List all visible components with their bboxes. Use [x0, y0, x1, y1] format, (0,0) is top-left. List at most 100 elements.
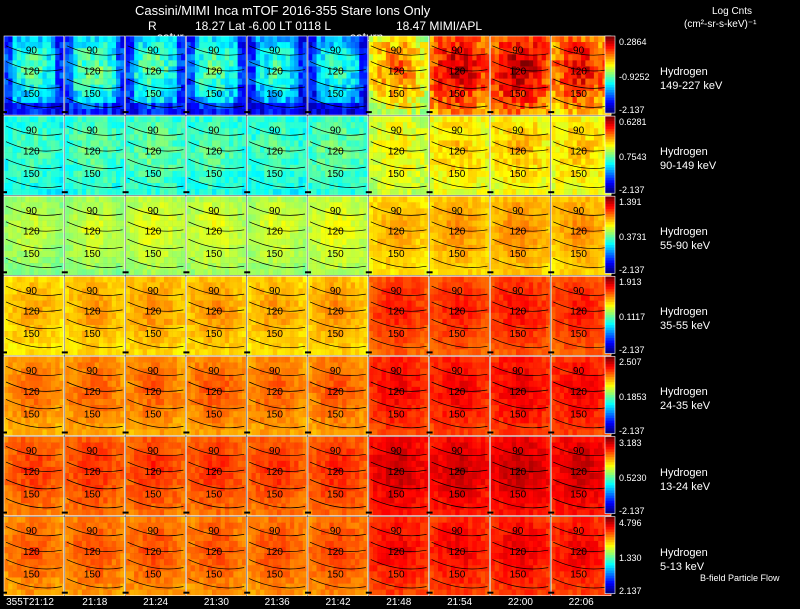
image-pixel [164, 152, 169, 159]
image-pixel [94, 66, 100, 73]
image-pixel [402, 109, 408, 116]
image-pixel [342, 214, 347, 221]
image-panel-frame [64, 115, 125, 196]
image-pixel [520, 140, 525, 147]
image-pixel [541, 96, 547, 104]
image-pixel [116, 202, 121, 209]
image-pixel [212, 232, 217, 240]
image-pixel [316, 90, 322, 98]
image-pixel [359, 36, 364, 43]
image-pixel [237, 196, 243, 203]
image-pixel [308, 176, 313, 184]
image-pixel [545, 158, 551, 166]
image-pixel [21, 90, 26, 98]
image-pixel [407, 54, 412, 61]
image-pixel [216, 196, 221, 203]
image-pixel [350, 134, 356, 141]
plot-header: Cassini/MIMI Inca mTOF 2016-355 Stare Io… [0, 0, 800, 44]
image-pixel [199, 250, 204, 258]
image-pixel [42, 54, 48, 61]
image-pixel [329, 78, 334, 85]
image-pixel [468, 72, 473, 79]
image-pixel [537, 90, 542, 98]
image-pixel [159, 250, 165, 258]
image-pixel [415, 134, 421, 141]
image-pixel [480, 183, 486, 190]
contour-label: 120 [449, 66, 466, 77]
image-pixel [312, 72, 317, 79]
image-pixel [38, 208, 43, 215]
image-pixel [172, 158, 178, 166]
image-pixel [190, 196, 196, 203]
image-pixel [555, 109, 561, 116]
image-pixel [277, 208, 282, 215]
image-pixel [564, 146, 569, 153]
image-pixel [129, 244, 135, 252]
image-pixel [308, 78, 313, 85]
image-pixel [480, 158, 486, 166]
contour-line [188, 97, 245, 108]
image-pixel [298, 134, 304, 141]
image-pixel [181, 146, 186, 153]
image-pixel [350, 78, 356, 85]
image-pixel [555, 146, 561, 153]
image-pixel [125, 164, 131, 172]
image-pixel [16, 164, 22, 172]
contour-label: 90 [391, 126, 403, 137]
image-pixel [520, 183, 525, 190]
image-pixel [120, 232, 125, 240]
image-pixel [455, 60, 460, 67]
image-pixel [86, 90, 91, 98]
image-pixel [424, 158, 429, 166]
image-pixel [159, 220, 165, 227]
image-pixel [251, 54, 257, 61]
image-pixel [485, 116, 490, 123]
image-pixel [172, 54, 178, 61]
image-pixel [325, 183, 330, 190]
image-pixel [216, 158, 221, 166]
image-pixel [33, 96, 39, 104]
image-pixel [224, 257, 230, 264]
image-pixel [77, 60, 83, 67]
image-pixel [190, 84, 196, 92]
image-pixel [224, 196, 230, 203]
image-pixel [289, 116, 295, 123]
contour-label: 120 [327, 66, 344, 77]
image-pixel [585, 96, 590, 104]
image-pixel [520, 152, 525, 159]
image-pixel [247, 232, 252, 240]
image-pixel [363, 122, 369, 129]
image-pixel [429, 78, 435, 85]
image-pixel [537, 128, 542, 135]
image-pixel [498, 128, 504, 135]
image-pixel [533, 36, 538, 43]
image-pixel [116, 102, 121, 110]
image-pixel [333, 90, 339, 98]
image-pixel [368, 134, 374, 141]
image-pixel [494, 170, 500, 178]
image-pixel [199, 78, 204, 85]
image-pixel [224, 109, 230, 116]
image-pixel [181, 60, 186, 67]
image-panel-frame [490, 35, 551, 116]
image-pixel [585, 122, 590, 129]
image-pixel [325, 84, 330, 92]
image-pixel [298, 90, 304, 98]
image-pixel [268, 208, 274, 215]
image-pixel [373, 116, 378, 123]
image-pixel [146, 226, 152, 233]
image-pixel [94, 226, 100, 233]
image-pixel [55, 189, 60, 196]
image-pixel [468, 189, 473, 196]
image-pixel [568, 134, 573, 141]
image-pixel [59, 250, 65, 258]
image-pixel [433, 78, 439, 85]
image-pixel [251, 269, 257, 276]
image-pixel [64, 66, 70, 73]
image-pixel [398, 158, 404, 166]
image-pixel [216, 122, 221, 129]
image-panel-frame [186, 35, 247, 116]
image-pixel [4, 257, 9, 264]
image-panel-frame [186, 115, 247, 196]
image-pixel [42, 122, 48, 129]
